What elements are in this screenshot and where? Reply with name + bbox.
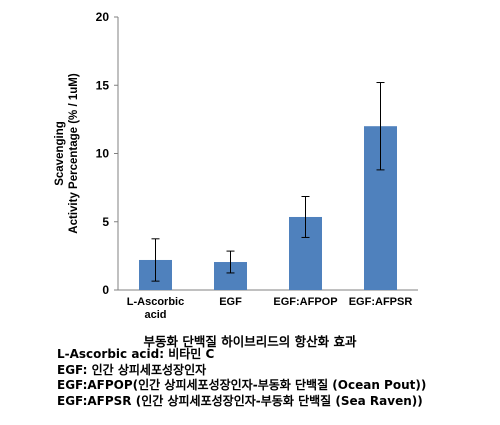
x-category-label: EGF <box>219 296 242 308</box>
y-axis-label-line: Scavenging <box>54 121 66 186</box>
y-tick-label: 15 <box>96 78 110 92</box>
chart-caption: 부동화 단백질 하이브리드의 항산화 효과 <box>143 334 357 349</box>
x-category-label: EGF:AFPSR <box>349 296 413 308</box>
x-category-label: L-Ascorbic acid <box>127 296 184 321</box>
note-line: EGF:AFPSR (인간 상피세포성장인자-부동화 단백질 (Sea Rave… <box>57 393 423 408</box>
y-tick-label: 10 <box>96 147 110 161</box>
y-tick-label: 5 <box>102 215 109 229</box>
y-axis-label: Scavenging Activity Percentage (% / 1uM) <box>54 73 80 234</box>
y-axis-label-line: Activity Percentage (% / 1uM) <box>68 73 80 234</box>
category-labels: L-Ascorbic acid EGF EGF:AFPOP EGF:AFPSR <box>127 296 413 321</box>
x-category-label: EGF:AFPOP <box>273 296 337 308</box>
note-line: L-Ascorbic acid: 비타민 C <box>57 347 215 361</box>
y-tick-label: 20 <box>96 10 110 24</box>
note-line: EGF:AFPOP(인간 상피세포성장인자-부동화 단백질 (Ocean Pou… <box>57 378 427 392</box>
note-line: EGF: 인간 상피세포성장인자 <box>57 362 207 377</box>
error-bars <box>151 82 385 282</box>
bar-chart: Scavenging Activity Percentage (% / 1uM) … <box>54 10 418 321</box>
legend-notes: L-Ascorbic acid: 비타민 C EGF: 인간 상피세포성장인자 … <box>57 347 497 409</box>
y-axis: 0 5 10 15 20 <box>96 10 119 297</box>
bars <box>139 126 397 290</box>
y-tick-label: 0 <box>102 283 109 297</box>
